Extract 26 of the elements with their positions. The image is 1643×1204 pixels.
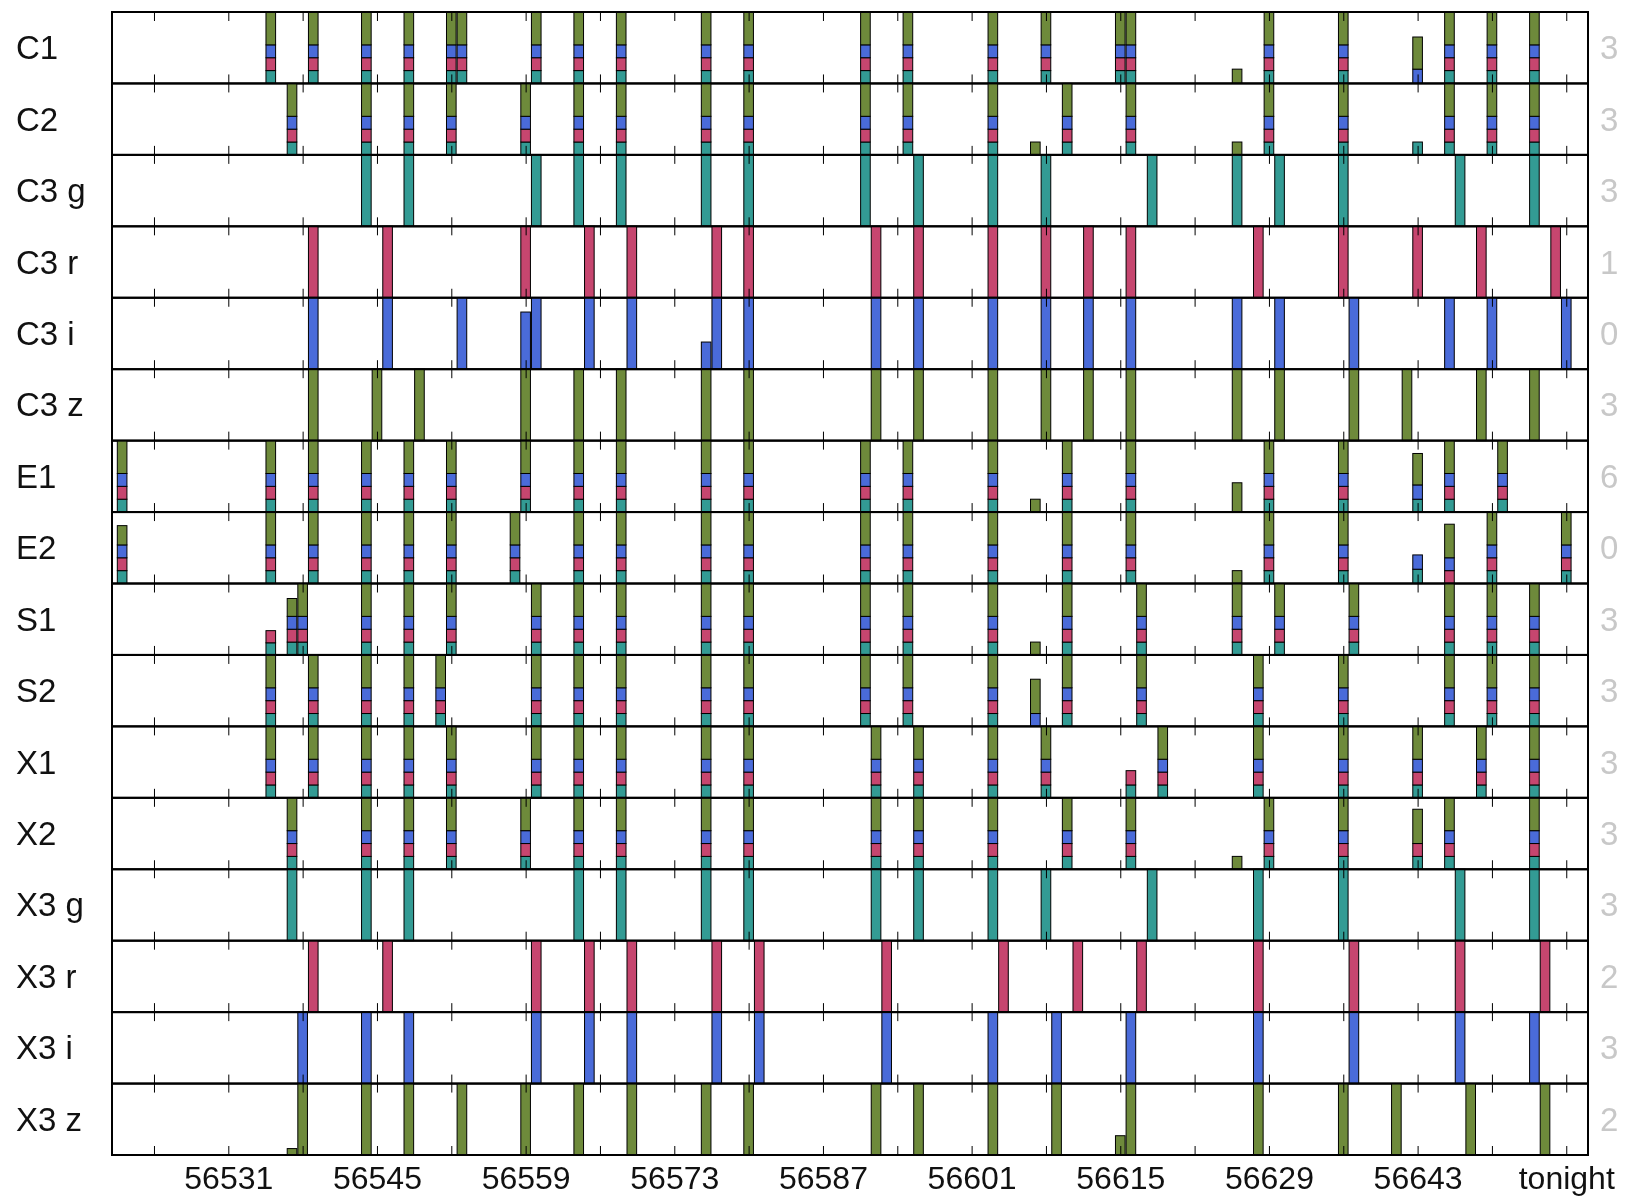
y-axis-title: X3 z bbox=[16, 1100, 83, 1138]
y-axis-title: S2 bbox=[16, 672, 57, 710]
y-axis-title: C3 g bbox=[16, 172, 86, 210]
x-tick-label: 56559 bbox=[481, 1160, 571, 1196]
x-tick-label: 56601 bbox=[927, 1160, 1017, 1196]
x-tick-label: tonight bbox=[1518, 1160, 1615, 1196]
y-axis-title: X3 i bbox=[16, 1029, 73, 1067]
y-axis-title: X3 g bbox=[16, 886, 84, 924]
x-tick-label: 56615 bbox=[1076, 1160, 1166, 1196]
x-tick-label: 56629 bbox=[1224, 1160, 1314, 1196]
x-tick-label: 56573 bbox=[630, 1160, 720, 1196]
y-axis-title: S1 bbox=[16, 600, 57, 638]
y-axis-title: E1 bbox=[16, 457, 57, 495]
x-tick-label: 56643 bbox=[1373, 1160, 1463, 1196]
x-tick-label: 56531 bbox=[184, 1160, 274, 1196]
x-tick-label: 56545 bbox=[332, 1160, 422, 1196]
y-axis-title: C3 i bbox=[16, 314, 75, 352]
y-axis-title: E2 bbox=[16, 529, 57, 567]
y-axis-title: C3 z bbox=[16, 386, 84, 424]
y-axis-title: C2 bbox=[16, 100, 59, 138]
y-axis-title: C3 r bbox=[16, 243, 79, 281]
y-axis-title: X2 bbox=[16, 815, 57, 853]
y-axis-title: X1 bbox=[16, 743, 57, 781]
y-axis-title: X3 r bbox=[16, 957, 77, 995]
y-axis-title: C1 bbox=[16, 29, 59, 67]
x-tick-label: 56587 bbox=[778, 1160, 868, 1196]
